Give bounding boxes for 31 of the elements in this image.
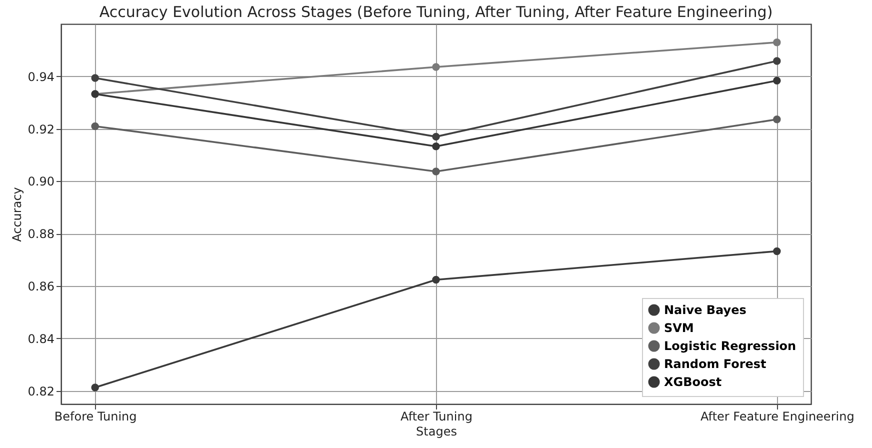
- legend-label: XGBoost: [664, 375, 722, 389]
- y-tick-label: 0.84: [28, 332, 54, 346]
- y-tick-label: 0.86: [28, 280, 54, 294]
- y-tick-label: 0.90: [28, 174, 54, 189]
- legend-label: Random Forest: [664, 357, 767, 371]
- point: [432, 168, 440, 176]
- legend-label: Logistic Regression: [664, 339, 796, 353]
- x-axis-title: Stages: [416, 424, 457, 438]
- y-tick-label: 0.88: [28, 227, 54, 242]
- point: [432, 276, 440, 284]
- point: [91, 74, 99, 82]
- legend-label: Naive Bayes: [664, 303, 746, 317]
- point: [773, 247, 781, 256]
- point: [432, 132, 440, 141]
- x-tick-label: After Tuning: [400, 410, 472, 424]
- y-tick-label: 0.82: [28, 384, 54, 398]
- point: [773, 38, 781, 46]
- point: [432, 63, 440, 71]
- x-tick-label: After Feature Engineering: [700, 410, 854, 424]
- point: [773, 57, 781, 65]
- point: [91, 122, 99, 130]
- chart-title: Accuracy Evolution Across Stages (Before Tuning, After Tuning, After Feature Engineering): [99, 3, 773, 21]
- point: [773, 76, 781, 84]
- point: [91, 384, 99, 392]
- y-tick-label: 0.94: [28, 70, 54, 84]
- y-axis-title: Accuracy: [10, 187, 24, 242]
- point: [773, 116, 781, 124]
- y-tick-label: 0.92: [28, 122, 54, 136]
- x-tick-label: Before Tuning: [54, 410, 137, 424]
- point: [432, 142, 440, 150]
- legend-label: SVM: [664, 321, 694, 335]
